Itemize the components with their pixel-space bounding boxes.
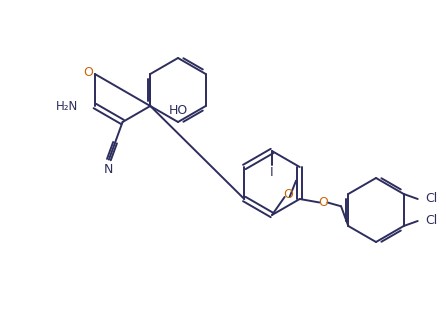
Text: O: O: [318, 196, 328, 209]
Text: Cl: Cl: [426, 192, 438, 205]
Text: N: N: [104, 163, 114, 176]
Text: Cl: Cl: [426, 215, 438, 227]
Text: O: O: [284, 189, 293, 202]
Text: O: O: [83, 66, 93, 80]
Text: H₂N: H₂N: [56, 100, 78, 113]
Text: HO: HO: [169, 105, 188, 117]
Text: I: I: [270, 167, 274, 179]
